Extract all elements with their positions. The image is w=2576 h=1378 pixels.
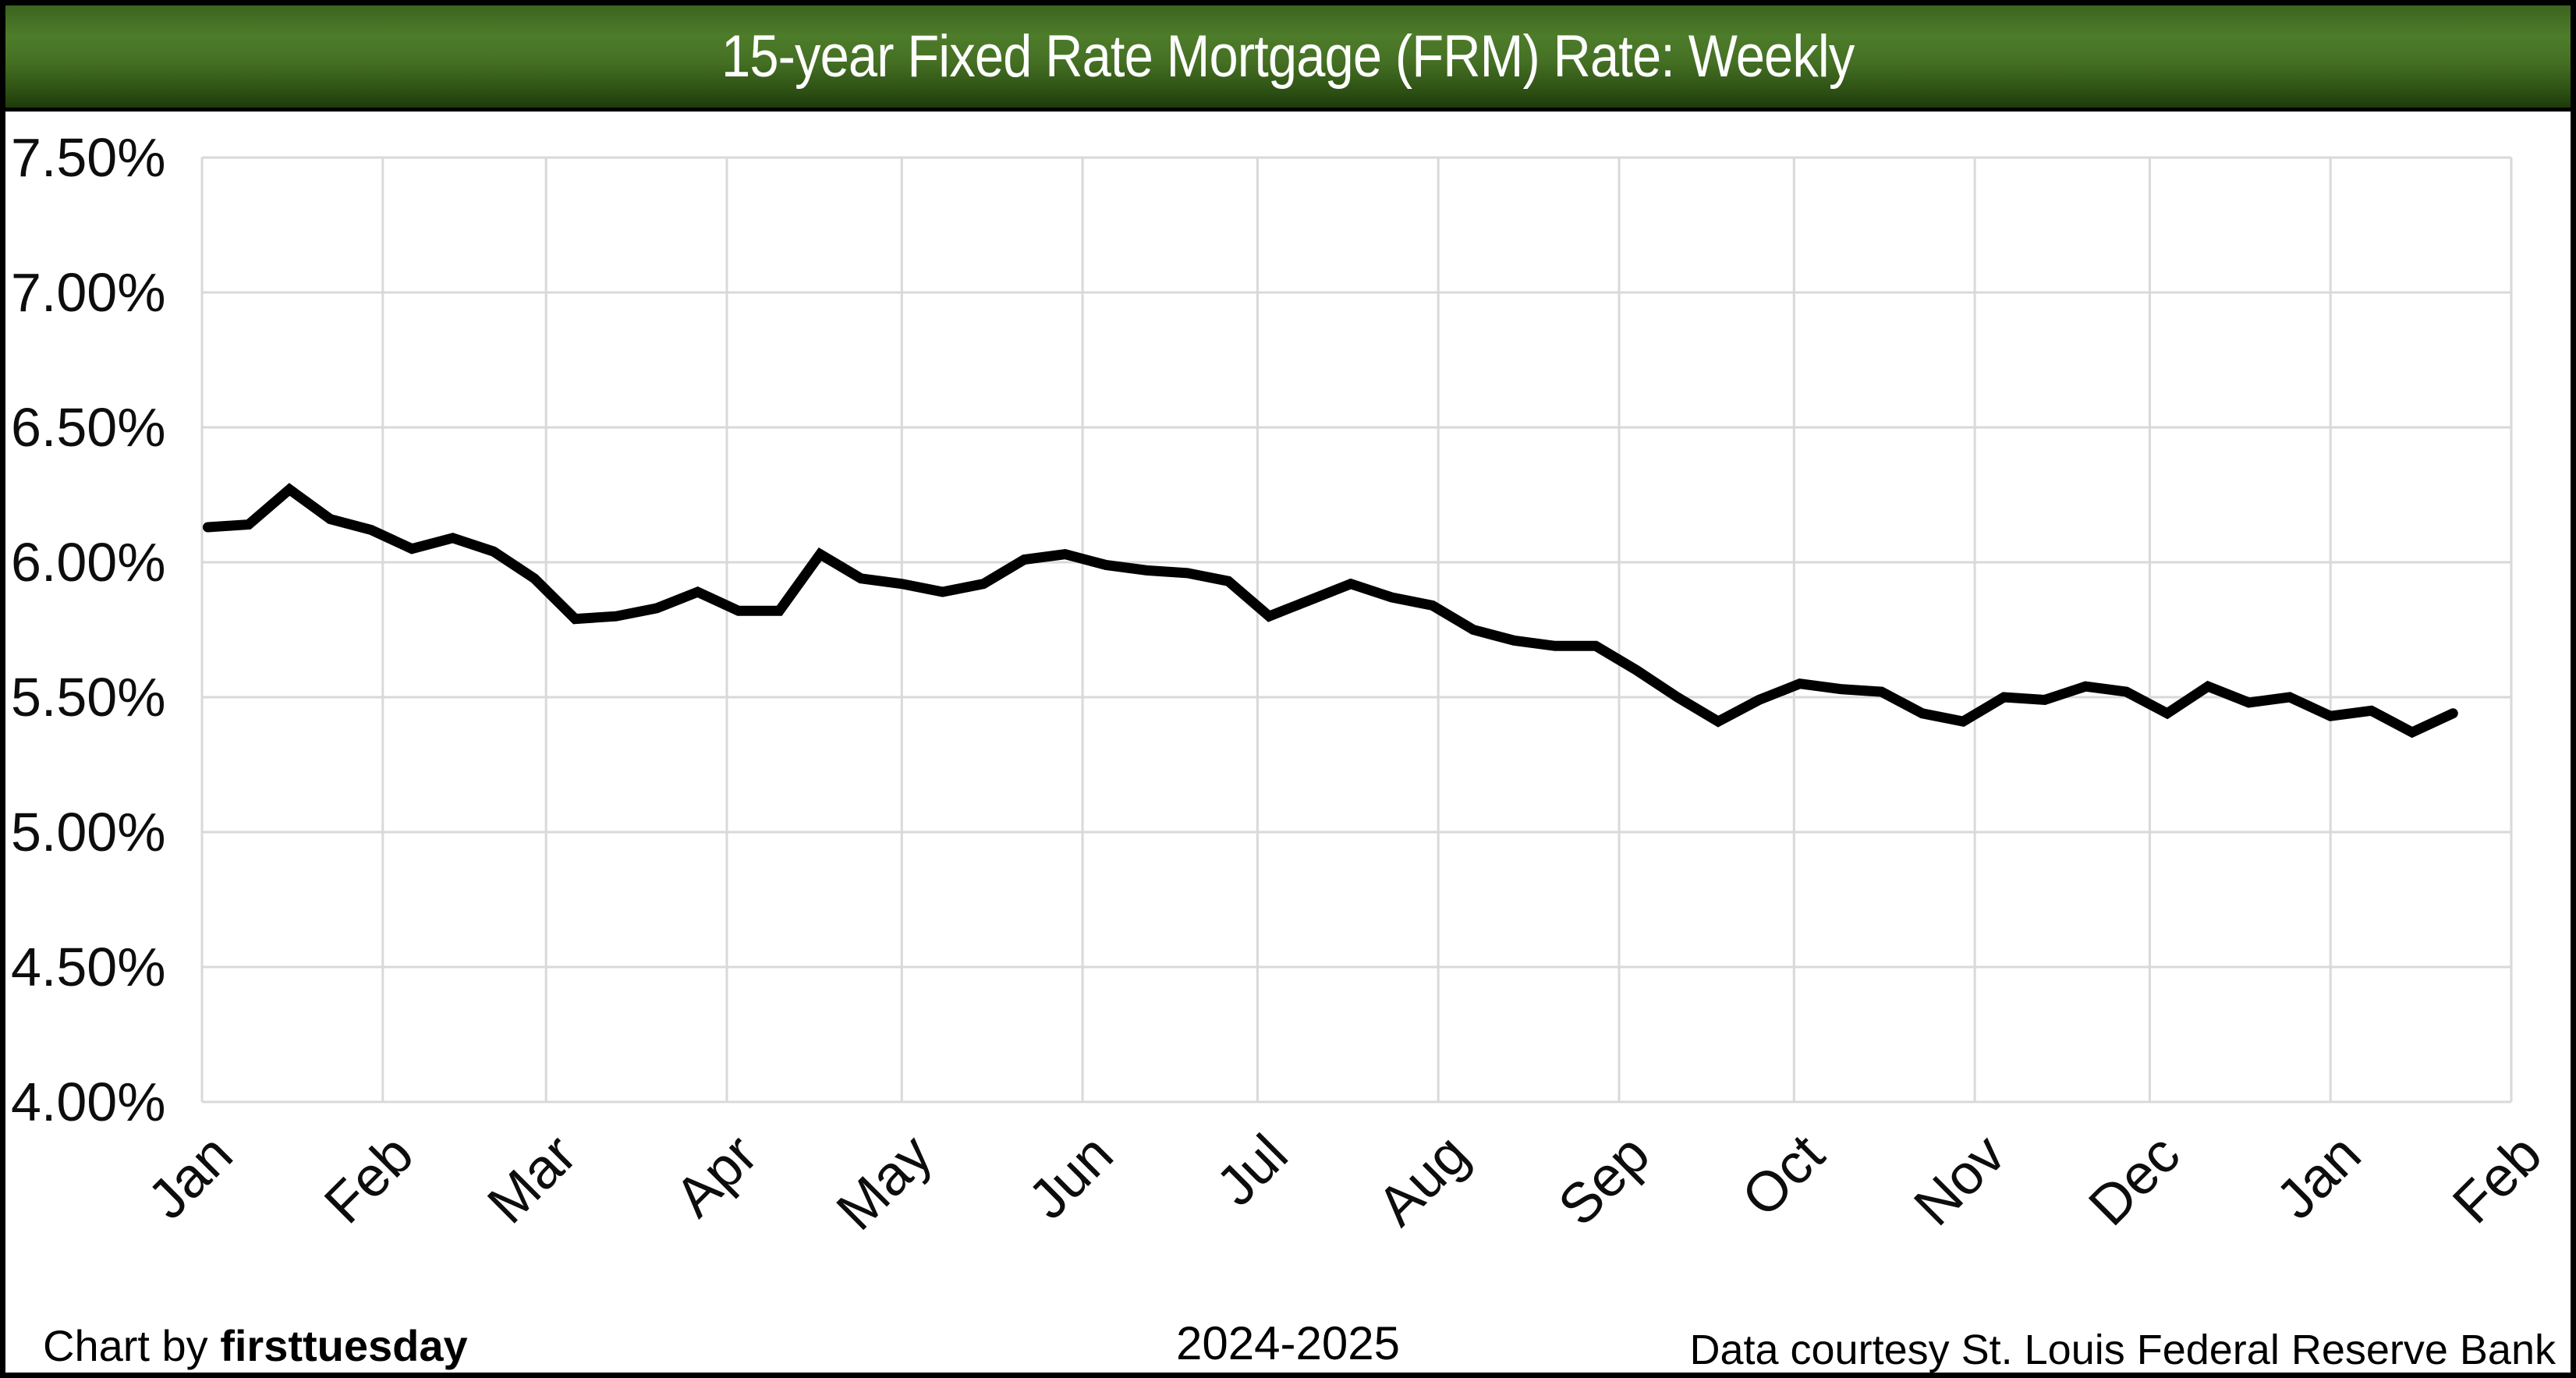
y-axis-tick-label: 5.50%: [11, 667, 166, 728]
rate-line: [202, 483, 2458, 739]
y-axis-tick-label: 4.00%: [11, 1072, 166, 1132]
chart-credit: Chart by firsttuesday: [43, 1320, 468, 1371]
chart-credit-brand: firsttuesday: [220, 1321, 468, 1370]
y-axis-tick-label: 6.50%: [11, 397, 166, 458]
data-source-credit: Data courtesy St. Louis Federal Reserve …: [1689, 1327, 2556, 1373]
chart-title: 15-year Fixed Rate Mortgage (FRM) Rate: …: [721, 23, 1855, 90]
chart-title-bar: 15-year Fixed Rate Mortgage (FRM) Rate: …: [5, 5, 2571, 112]
y-axis-tick-label: 7.00%: [11, 262, 166, 323]
y-axis-tick-label: 4.50%: [11, 937, 166, 997]
y-axis-tick-label: 5.00%: [11, 802, 166, 863]
y-axis-tick-label: 6.00%: [11, 532, 166, 593]
y-axis-tick-label: 7.50%: [11, 127, 166, 188]
chart-credit-prefix: Chart by: [43, 1321, 221, 1370]
x-axis-period-label: 2024-2025: [1176, 1317, 1400, 1369]
